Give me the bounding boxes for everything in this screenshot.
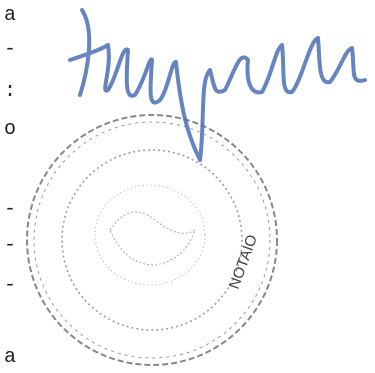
margin-char: -: [4, 276, 16, 296]
signature: [70, 10, 365, 160]
stamp: [27, 115, 277, 365]
document-page: NOTAIO a-:o---a (() => { const data = JS…: [0, 0, 375, 373]
stamp-and-signature: NOTAIO: [0, 0, 375, 373]
margin-char: -: [4, 200, 16, 220]
stamp-text: NOTAIO: [226, 233, 261, 292]
margin-char: a: [4, 6, 16, 26]
margin-char: -: [4, 236, 16, 256]
margin-char: :: [4, 82, 16, 102]
margin-char: a: [4, 348, 16, 368]
margin-char: -: [4, 40, 16, 60]
margin-char: o: [4, 120, 16, 140]
